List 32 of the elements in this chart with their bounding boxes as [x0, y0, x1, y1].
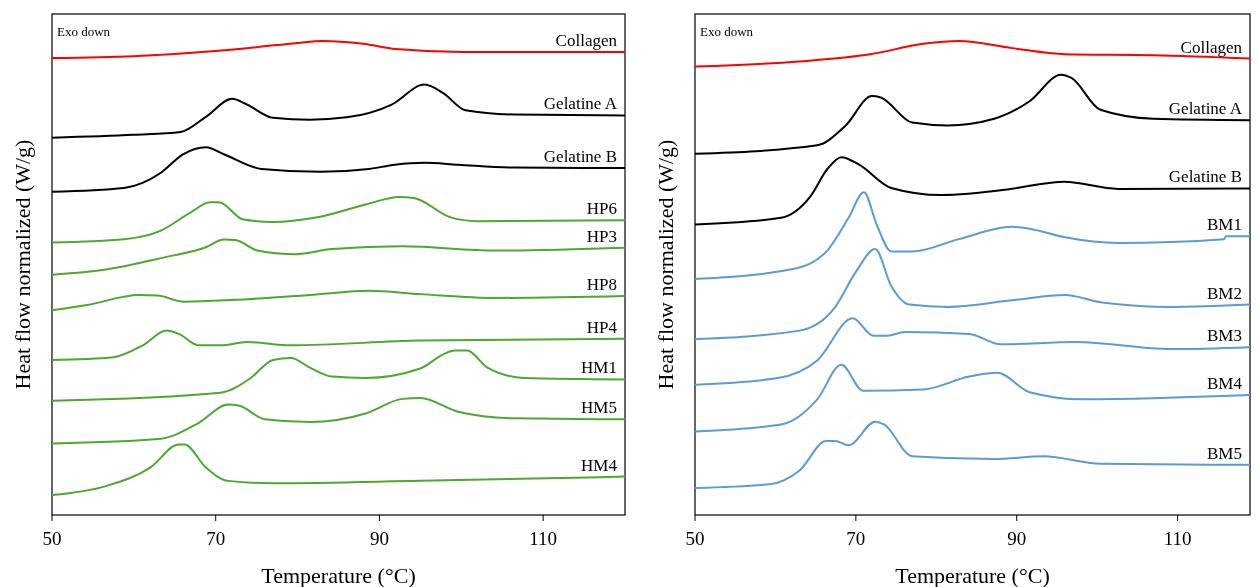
series-label: BM2	[1207, 283, 1242, 303]
text: Exo down	[57, 24, 111, 39]
x-tick-label: 90	[369, 528, 389, 549]
x-tick-label: 110	[529, 528, 558, 549]
y-axis-title: Heat flow normalized (W/g)	[653, 139, 678, 390]
x-axis-title: Temperature (°C)	[261, 563, 416, 587]
series-label: Gelatine B	[543, 147, 617, 167]
series-label: HP8	[586, 275, 617, 295]
series-label: Collagen	[1180, 37, 1243, 57]
series-label: BM4	[1207, 374, 1243, 394]
series-label: BM3	[1207, 326, 1242, 346]
series-label: Gelatine B	[1168, 167, 1242, 187]
text: Exo down	[700, 24, 754, 39]
series-label: BM5	[1207, 443, 1242, 463]
x-tick-label: 50	[42, 528, 62, 549]
series-label: Collagen	[555, 30, 618, 50]
series-label: HM4	[581, 455, 618, 475]
x-tick-label: 70	[206, 528, 226, 549]
x-tick-label: 110	[1163, 528, 1192, 549]
series-label: HP4	[586, 317, 618, 337]
series-label: HM5	[581, 398, 617, 418]
y-axis-title: Heat flow normalized (W/g)	[10, 139, 35, 390]
x-tick-label: 50	[685, 528, 705, 549]
x-tick-label: 70	[846, 528, 866, 549]
series-label: Gelatine A	[1168, 99, 1243, 119]
series-label: HP3	[586, 226, 617, 246]
x-axis-title: Temperature (°C)	[895, 563, 1050, 587]
x-tick-label: 90	[1007, 528, 1027, 549]
series-label: BM1	[1207, 215, 1242, 235]
series-label: HP6	[586, 199, 617, 219]
series-label: HM1	[581, 358, 617, 378]
series-label: Gelatine A	[543, 94, 618, 114]
